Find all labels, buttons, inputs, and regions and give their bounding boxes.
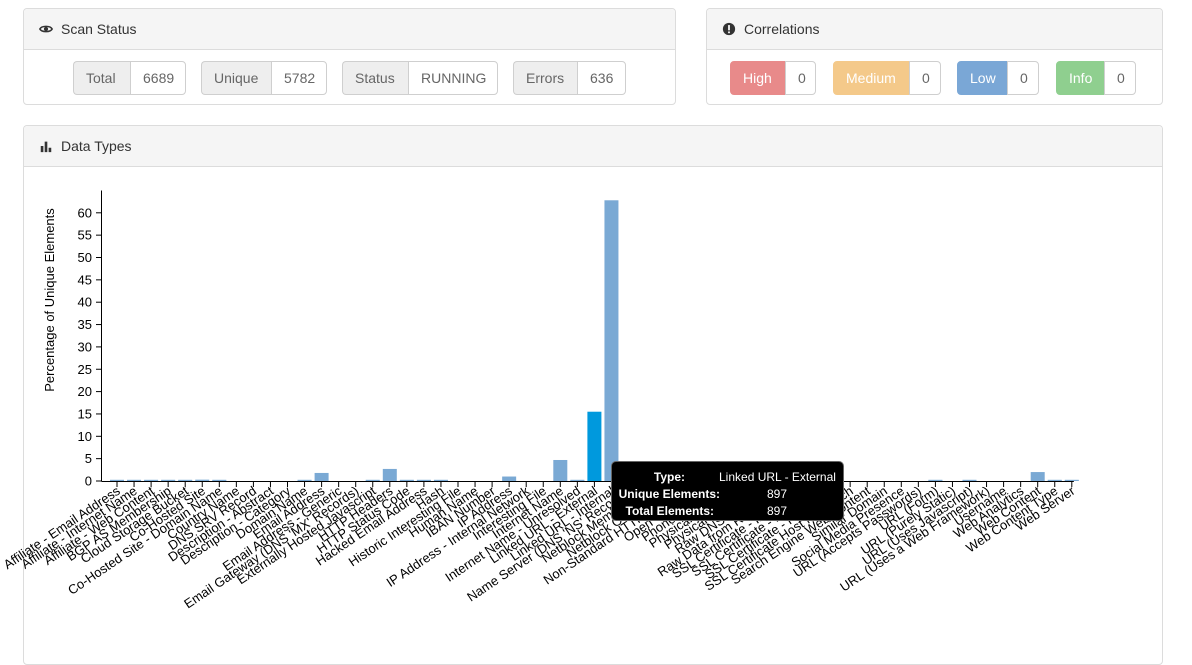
- bar: [195, 480, 209, 481]
- bar-min: [963, 480, 977, 481]
- y-tick-label: 25: [78, 362, 92, 377]
- tooltip-unique-label: Unique Elements:: [612, 487, 720, 501]
- y-axis-label: Percentage of Unique Elements: [42, 208, 57, 392]
- bar-min: [127, 480, 141, 481]
- tooltip-total-value: 897: [714, 504, 787, 518]
- y-tick-label: 40: [78, 295, 92, 310]
- bar: [502, 477, 516, 481]
- bar-min: [417, 480, 431, 481]
- bar: [1031, 472, 1045, 481]
- tooltip-unique-value: 897: [720, 487, 787, 501]
- data-types-chart: 0 5 10 15 20 25 30 35 40 45 50 55 60 Percentage of Un…: [0, 0, 1192, 647]
- y-tick-label: 45: [78, 272, 92, 287]
- y-tick-label: 50: [78, 250, 92, 265]
- y-tick-label: 10: [78, 429, 92, 444]
- bar-min: [570, 480, 584, 481]
- bar: [553, 460, 567, 481]
- bar: [315, 473, 329, 481]
- y-tick-label: 20: [78, 384, 92, 399]
- bar-min: [144, 480, 158, 481]
- y-tick-label: 30: [78, 339, 92, 354]
- bar-min: [1065, 480, 1079, 481]
- bar-min: [161, 480, 175, 481]
- bar-min: [110, 480, 124, 481]
- bar-min: [178, 480, 192, 481]
- bar: [383, 469, 397, 481]
- bar-min: [1048, 480, 1062, 481]
- tooltip-type-value: Linked URL - External: [685, 470, 836, 484]
- y-tick-label: 55: [78, 228, 92, 243]
- bar-min: [366, 480, 380, 481]
- y-tick-label: 5: [85, 451, 92, 466]
- bar-min: [212, 480, 226, 481]
- y-tick-label: 35: [78, 317, 92, 332]
- bar-min: [928, 480, 942, 481]
- tooltip-type-label: Type:: [612, 470, 685, 484]
- y-tick-label: 0: [85, 474, 92, 489]
- bar-min: [400, 480, 414, 481]
- bar-min: [298, 480, 312, 481]
- bar-min: [434, 480, 448, 481]
- y-tick-label: 60: [78, 205, 92, 220]
- bar: [587, 412, 601, 481]
- bar: [604, 200, 618, 481]
- y-tick-label: 15: [78, 406, 92, 421]
- chart-tooltip: Type: Linked URL - External Unique Eleme…: [611, 461, 844, 521]
- tooltip-total-label: Total Elements:: [612, 504, 714, 518]
